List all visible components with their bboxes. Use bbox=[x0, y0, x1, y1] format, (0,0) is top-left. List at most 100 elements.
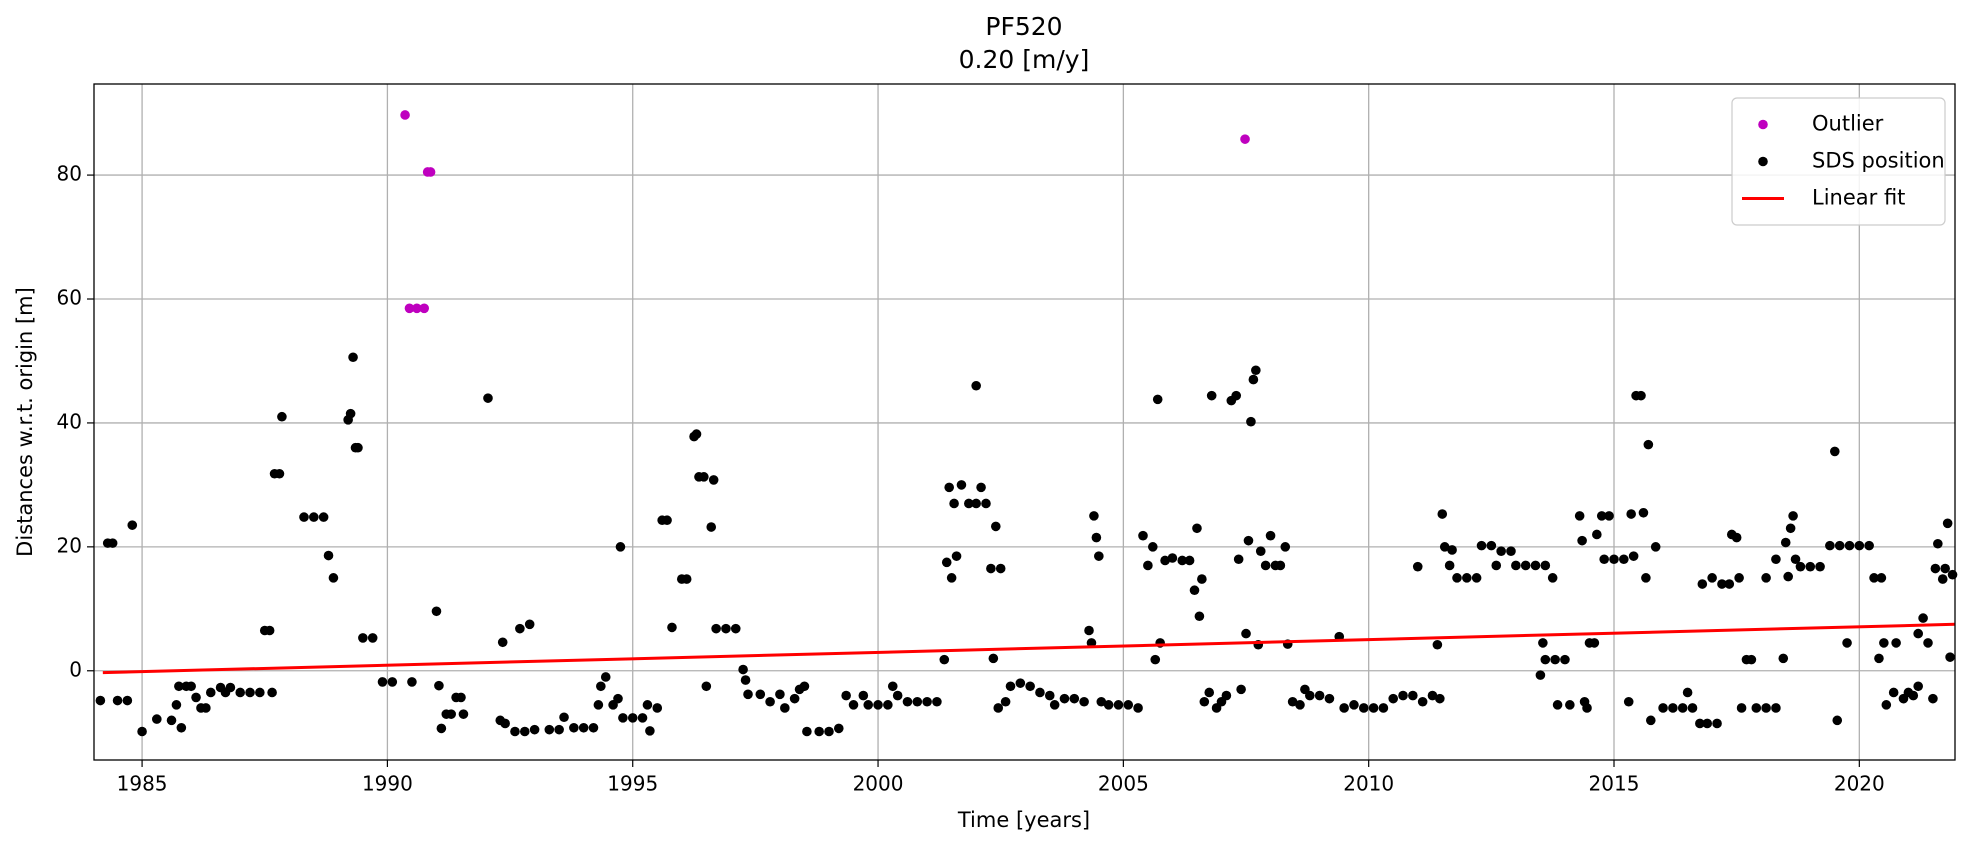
data-point bbox=[1432, 639, 1443, 650]
data-point bbox=[1152, 394, 1163, 405]
data-point bbox=[95, 695, 106, 706]
data-point bbox=[1143, 560, 1153, 571]
data-point bbox=[1832, 715, 1843, 726]
data-point bbox=[1565, 700, 1575, 710]
data-point bbox=[1358, 703, 1369, 713]
data-point bbox=[1427, 690, 1438, 701]
legend-box bbox=[1731, 97, 1946, 226]
data-point bbox=[627, 713, 638, 723]
data-point bbox=[1771, 703, 1781, 713]
data-point bbox=[1888, 687, 1899, 698]
data-point bbox=[112, 695, 123, 706]
data-point bbox=[1496, 546, 1506, 556]
data-point bbox=[1945, 652, 1955, 662]
data-point bbox=[1471, 573, 1482, 583]
data-point bbox=[345, 408, 356, 419]
data-point bbox=[645, 726, 655, 736]
data-point bbox=[1204, 687, 1215, 698]
data-point bbox=[618, 713, 628, 723]
data-point bbox=[1682, 687, 1693, 698]
data-point bbox=[1248, 374, 1259, 385]
data-point bbox=[1305, 690, 1315, 701]
data-point bbox=[1412, 561, 1423, 572]
data-point bbox=[1643, 439, 1654, 450]
data-point bbox=[802, 726, 812, 737]
chart-title: PF520 bbox=[985, 12, 1062, 41]
data-point bbox=[1923, 638, 1933, 648]
data-point bbox=[544, 724, 555, 735]
data-point bbox=[348, 352, 358, 363]
data-point bbox=[456, 692, 466, 703]
data-point bbox=[1233, 554, 1244, 565]
data-point bbox=[1751, 703, 1762, 713]
data-point bbox=[166, 715, 177, 726]
data-point bbox=[1091, 532, 1102, 543]
data-point bbox=[152, 714, 162, 724]
data-point bbox=[1167, 553, 1178, 563]
data-point bbox=[1707, 573, 1717, 583]
data-point bbox=[137, 726, 147, 737]
data-point bbox=[1462, 573, 1472, 583]
data-point bbox=[554, 724, 564, 735]
data-point bbox=[1184, 555, 1195, 566]
data-point bbox=[446, 709, 456, 719]
data-point bbox=[201, 703, 211, 713]
data-point bbox=[578, 722, 589, 733]
data-point bbox=[1206, 390, 1217, 401]
data-point bbox=[743, 689, 753, 700]
data-point bbox=[841, 690, 851, 701]
data-point bbox=[1582, 703, 1592, 713]
data-point bbox=[1550, 654, 1560, 665]
data-point bbox=[1243, 535, 1254, 546]
data-point bbox=[425, 167, 436, 177]
data-point bbox=[1778, 653, 1789, 664]
x-tick-label: 2015 bbox=[1589, 772, 1640, 796]
data-point bbox=[1761, 703, 1771, 713]
data-point bbox=[191, 692, 201, 703]
data-point bbox=[1113, 700, 1124, 710]
legend-label: Linear fit bbox=[1812, 186, 1905, 210]
data-point bbox=[1805, 561, 1816, 572]
data-point bbox=[377, 677, 388, 687]
data-point bbox=[1231, 390, 1242, 401]
data-point bbox=[1025, 681, 1035, 692]
data-point bbox=[1646, 715, 1656, 726]
data-point bbox=[833, 723, 844, 734]
data-point bbox=[873, 700, 883, 710]
data-point bbox=[127, 520, 138, 530]
data-point bbox=[1437, 509, 1448, 519]
data-point bbox=[1695, 718, 1705, 729]
y-tick-label: 80 bbox=[57, 162, 82, 186]
data-point bbox=[1761, 573, 1771, 583]
data-point bbox=[887, 681, 898, 692]
y-tick-label: 40 bbox=[57, 409, 82, 433]
data-point bbox=[1236, 684, 1246, 695]
data-point bbox=[946, 573, 957, 583]
data-point bbox=[1241, 628, 1251, 639]
data-point bbox=[1942, 518, 1953, 529]
data-point bbox=[500, 718, 510, 729]
data-point bbox=[1677, 703, 1688, 713]
data-point bbox=[277, 411, 287, 422]
x-tick-label: 1990 bbox=[362, 772, 413, 796]
data-point bbox=[1194, 611, 1205, 622]
data-point bbox=[515, 623, 525, 634]
data-point bbox=[1138, 530, 1148, 541]
legend-swatch bbox=[1758, 119, 1768, 130]
data-point bbox=[971, 498, 981, 509]
data-point bbox=[1702, 718, 1713, 729]
data-point bbox=[107, 538, 118, 548]
data-point bbox=[309, 512, 319, 522]
data-point bbox=[1913, 628, 1924, 639]
data-point bbox=[1511, 560, 1521, 571]
data-point bbox=[1913, 681, 1924, 692]
data-point bbox=[1447, 545, 1457, 555]
data-point bbox=[367, 633, 378, 643]
legend-label: Outlier bbox=[1812, 112, 1884, 136]
x-tick-label: 1985 bbox=[117, 772, 168, 796]
data-point bbox=[1930, 563, 1941, 574]
y-axis-label: Distances w.r.t. origin [m] bbox=[13, 287, 37, 557]
data-point bbox=[404, 303, 415, 314]
data-point bbox=[1854, 540, 1865, 551]
